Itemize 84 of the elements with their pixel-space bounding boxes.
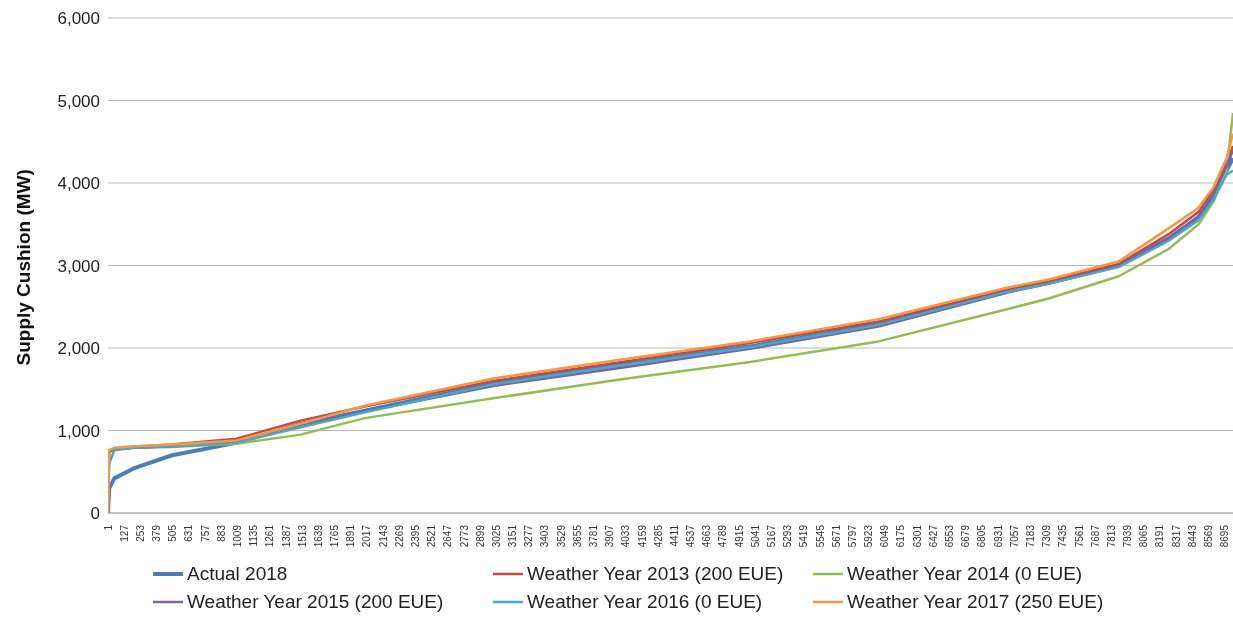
x-tick-label: 6049 (879, 524, 891, 548)
legend-label: Actual 2018 (187, 563, 288, 585)
x-tick-label: 505 (167, 524, 179, 542)
x-tick-label: 1261 (264, 524, 276, 548)
x-tick-label: 4663 (701, 524, 713, 548)
x-tick-label: 883 (215, 524, 227, 542)
x-tick-label: 1009 (231, 524, 243, 548)
x-tick-label: 5671 (830, 524, 842, 548)
y-tick-label: 1,000 (57, 421, 100, 441)
y-axis-title: Supply Cushion (MW) (12, 169, 34, 366)
legend-label: Weather Year 2016 (0 EUE) (527, 591, 763, 613)
x-tick-label: 8695 (1219, 524, 1231, 548)
x-tick-label: 3151 (507, 524, 519, 548)
x-tick-label: 2521 (426, 524, 438, 548)
x-tick-label: 2647 (442, 524, 454, 548)
legend-label: Weather Year 2014 (0 EUE) (847, 563, 1083, 585)
x-tick-label: 6427 (927, 524, 939, 548)
x-tick-label: 3907 (604, 524, 616, 548)
legend-label: Weather Year 2013 (200 EUE) (527, 563, 784, 585)
x-tick-label: 1765 (329, 524, 341, 548)
legend-label: Weather Year 2015 (200 EUE) (187, 591, 444, 613)
x-tick-label: 3529 (555, 524, 567, 548)
x-tick-label: 4159 (636, 524, 648, 548)
x-tick-label: 1639 (312, 524, 324, 548)
x-tick-label: 2143 (377, 524, 389, 548)
x-tick-label: 3277 (523, 524, 535, 548)
x-tick-label: 2269 (393, 524, 405, 548)
x-tick-label: 757 (199, 524, 211, 542)
x-tick-label: 8191 (1154, 524, 1166, 548)
x-tick-label: 5167 (766, 524, 778, 548)
x-tick-label: 8317 (1170, 524, 1182, 548)
x-tick-label: 5797 (846, 524, 858, 548)
x-tick-label: 7057 (1008, 524, 1020, 548)
x-tick-label: 8065 (1138, 524, 1150, 548)
x-tick-label: 4033 (620, 524, 632, 548)
x-tick-label: 253 (134, 524, 146, 542)
x-tick-label: 7183 (1024, 524, 1036, 548)
x-tick-label: 127 (118, 524, 130, 542)
x-tick-label: 6679 (960, 524, 972, 548)
y-tick-label: 3,000 (57, 256, 100, 276)
x-tick-label: 3403 (539, 524, 551, 548)
x-tick-label: 1513 (296, 524, 308, 548)
x-tick-label: 1 (102, 524, 114, 531)
y-tick-label: 5,000 (57, 91, 100, 111)
x-tick-label: 6805 (976, 524, 988, 548)
y-tick-label: 0 (90, 504, 100, 524)
x-tick-label: 2395 (409, 524, 421, 548)
x-tick-label: 7561 (1073, 524, 1085, 548)
x-tick-label: 5923 (863, 524, 875, 548)
x-tick-label: 5419 (798, 524, 810, 548)
x-tick-label: 4789 (717, 524, 729, 548)
x-tick-label: 4915 (733, 524, 745, 548)
x-tick-label: 8569 (1202, 524, 1214, 548)
x-tick-label: 3655 (571, 524, 583, 548)
x-tick-label: 7687 (1089, 524, 1101, 548)
y-tick-label: 2,000 (57, 339, 100, 359)
x-tick-label: 631 (183, 524, 195, 542)
x-tick-label: 8443 (1186, 524, 1198, 548)
x-tick-label: 5293 (782, 524, 794, 548)
x-tick-label: 5041 (749, 524, 761, 548)
x-tick-label: 3781 (588, 524, 599, 548)
x-tick-label: 3025 (490, 524, 502, 548)
x-tick-label: 2899 (474, 524, 486, 548)
x-tick-label: 2017 (361, 524, 373, 548)
x-tick-label: 7309 (1041, 524, 1053, 548)
x-tick-label: 6301 (911, 524, 923, 548)
legend-label: Weather Year 2017 (250 EUE) (847, 591, 1104, 613)
x-tick-label: 7813 (1105, 524, 1117, 548)
x-tick-label: 7435 (1057, 524, 1069, 548)
x-tick-label: 5545 (814, 524, 826, 548)
x-tick-label: 4537 (685, 524, 697, 548)
x-tick-label: 6175 (895, 524, 907, 548)
x-tick-label: 4285 (652, 524, 664, 548)
y-tick-label: 6,000 (57, 9, 100, 29)
x-tick-label: 1387 (280, 524, 292, 548)
x-tick-label: 4411 (668, 524, 680, 547)
y-tick-label: 4,000 (57, 174, 100, 194)
x-tick-label: 6553 (944, 524, 956, 548)
x-tick-label: 1891 (345, 524, 357, 548)
x-tick-label: 1135 (248, 524, 260, 547)
x-tick-label: 2773 (458, 524, 470, 548)
x-tick-label: 7939 (1122, 524, 1134, 548)
x-tick-label: 379 (151, 524, 163, 542)
x-tick-label: 6931 (992, 524, 1004, 548)
